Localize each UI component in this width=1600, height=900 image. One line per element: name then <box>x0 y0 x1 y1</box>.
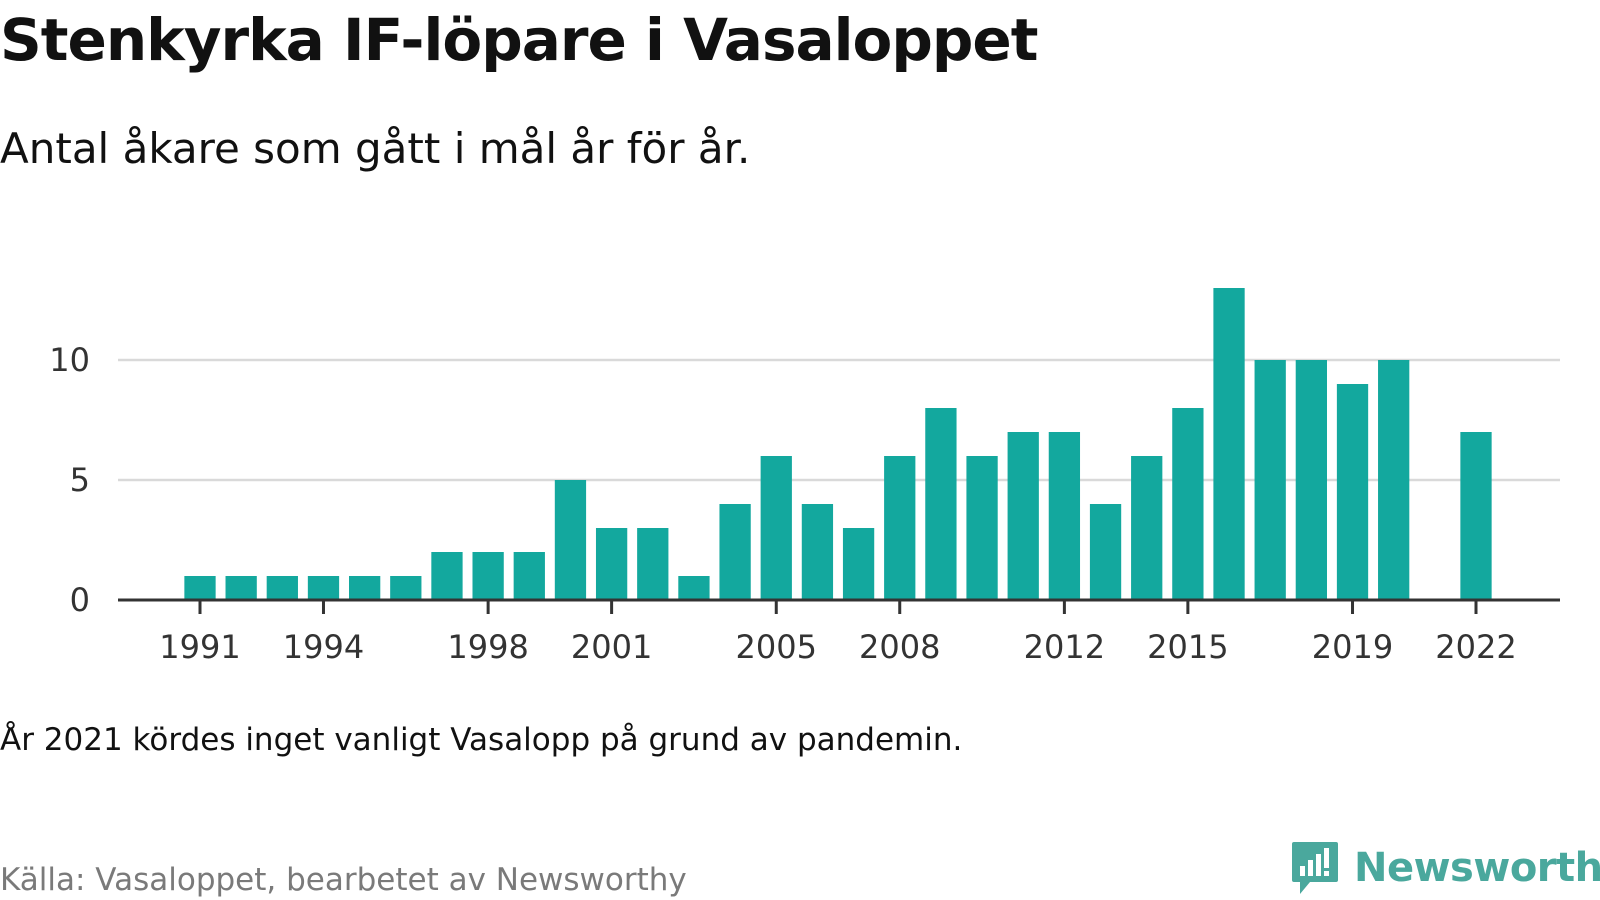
x-tick-label-2022: 2022 <box>1435 628 1516 666</box>
bar-2010 <box>966 456 998 600</box>
bar-2000 <box>554 480 587 600</box>
bars <box>184 288 1492 600</box>
bar-2016 <box>1213 288 1245 600</box>
bar-2008 <box>884 456 916 600</box>
chart-subtitle: Antal åkare som gått i mål år för år. <box>0 124 751 173</box>
bar-1998 <box>472 552 504 600</box>
bar-2007 <box>842 528 875 600</box>
newsworthy-logo-icon <box>1292 842 1338 894</box>
x-tick-label-2015: 2015 <box>1147 628 1228 666</box>
bar-2018 <box>1295 360 1327 600</box>
bar-2001 <box>595 528 628 600</box>
bar-1995 <box>349 576 381 600</box>
x-tick-label-1998: 1998 <box>447 628 528 666</box>
bar-2014 <box>1131 456 1163 600</box>
bar-2012 <box>1048 432 1081 600</box>
bar-2020 <box>1378 360 1410 600</box>
bar-2002 <box>637 528 669 600</box>
chart-title: Stenkyrka IF-löpare i Vasaloppet <box>0 6 1038 74</box>
bar-2017 <box>1254 360 1286 600</box>
x-tick-label-2012: 2012 <box>1024 628 1105 666</box>
brand-name: Newsworthy <box>1354 845 1600 891</box>
bar-1993 <box>266 576 298 600</box>
bar-2013 <box>1089 504 1122 600</box>
footnote: År 2021 kördes inget vanligt Vasalopp på… <box>0 722 963 758</box>
bar-2009 <box>925 408 957 600</box>
bar-2011 <box>1007 432 1039 600</box>
source-credit: Källa: Vasaloppet, bearbetet av Newswort… <box>0 862 687 898</box>
x-tick-label-2019: 2019 <box>1312 628 1393 666</box>
bar-2004 <box>719 504 751 600</box>
bar-1991 <box>184 576 216 600</box>
x-tick-label-2005: 2005 <box>736 628 817 666</box>
bar-chart: 0 5 10 1991 1994 1998 2001 2005 2008 2012 2015 2019… <box>49 288 1560 666</box>
bar-2003 <box>678 576 710 600</box>
bar-2015 <box>1172 408 1204 600</box>
bar-1999 <box>513 552 545 600</box>
y-tick-label-0: 0 <box>70 581 90 619</box>
y-tick-label-10: 10 <box>49 341 90 379</box>
y-tick-label-5: 5 <box>70 461 90 499</box>
brand-logo: Newsworthy <box>1290 840 1600 896</box>
bar-2006 <box>801 504 834 600</box>
x-tick-label-2008: 2008 <box>859 628 940 666</box>
bar-1994 <box>307 576 340 600</box>
x-tick-label-1994: 1994 <box>283 628 364 666</box>
bar-1992 <box>225 576 257 600</box>
x-tick-label-1991: 1991 <box>159 628 240 666</box>
bar-2022 <box>1460 432 1492 600</box>
x-tick-label-2001: 2001 <box>571 628 652 666</box>
bar-1997 <box>431 552 463 600</box>
bar-1996 <box>390 576 422 600</box>
bar-2019 <box>1336 384 1369 600</box>
axes: 0 5 10 1991 1994 1998 2001 2005 2008 2012 2015 2019… <box>49 341 1560 666</box>
bar-2005 <box>760 456 792 600</box>
